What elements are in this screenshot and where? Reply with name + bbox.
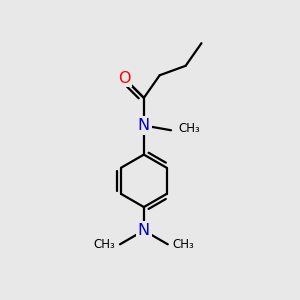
Text: N: N [138,223,150,238]
Text: CH₃: CH₃ [94,238,116,251]
Text: O: O [118,71,130,86]
Text: CH₃: CH₃ [172,238,194,251]
Text: CH₃: CH₃ [179,122,200,135]
Text: N: N [138,118,150,133]
